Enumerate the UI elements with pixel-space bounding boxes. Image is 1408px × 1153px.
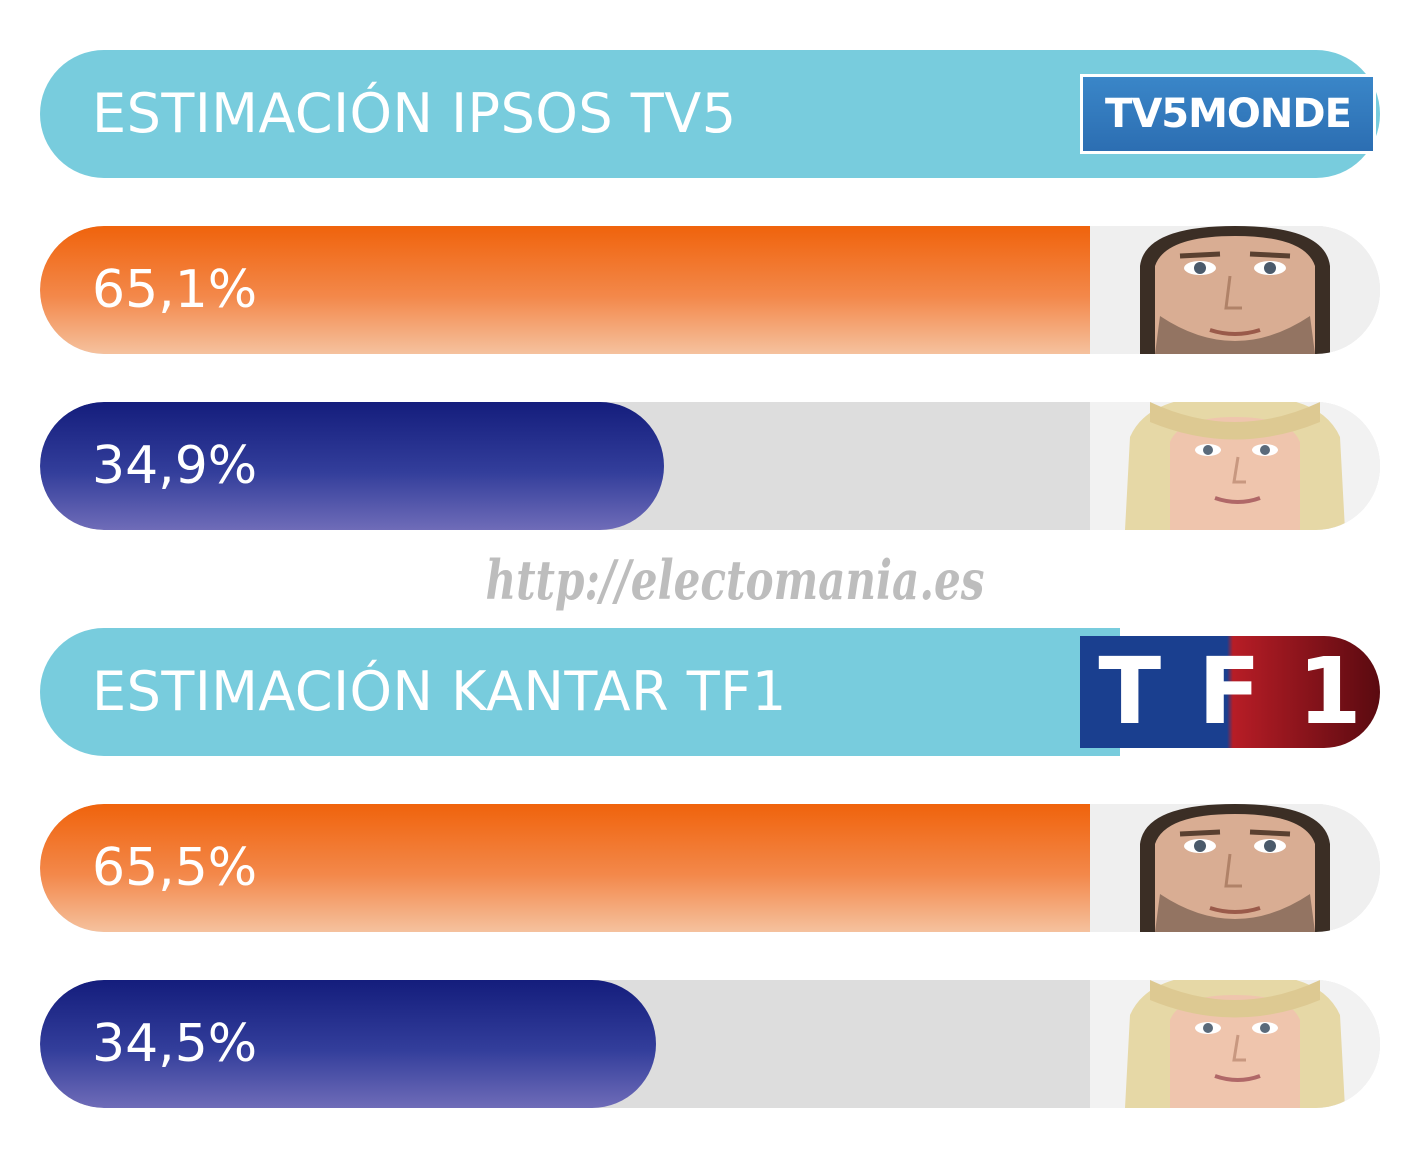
macron-photo-icon [1090, 226, 1380, 354]
bar-lepen-ipsos [40, 402, 664, 530]
watermark-text: http://electomania.es [485, 548, 985, 612]
tf1-logo: T F 1 [1080, 636, 1380, 748]
bar-label-lepen-kantar: 34,5% [92, 1014, 258, 1074]
poll-title-kantar: ESTIMACIÓN KANTAR TF1 [92, 660, 787, 723]
bar-label-macron-ipsos: 65,1% [92, 260, 258, 320]
poll-header-kantar [40, 628, 1120, 756]
poll-title-ipsos: ESTIMACIÓN IPSOS TV5 [92, 82, 737, 145]
tv5monde-logo: TV5MONDE [1080, 74, 1376, 154]
bar-label-macron-kantar: 65,5% [92, 838, 258, 898]
tf1-logo-letter-t: T [1098, 638, 1162, 745]
bar-macron-kantar [40, 804, 1210, 932]
tf1-logo-letter-f: F [1197, 638, 1261, 745]
tf1-logo-letter-1: 1 [1297, 638, 1362, 745]
le-pen-photo-icon [1090, 980, 1380, 1108]
le-pen-photo-icon [1090, 402, 1380, 530]
bar-lepen-kantar [40, 980, 656, 1108]
bar-label-lepen-ipsos: 34,9% [92, 436, 258, 496]
bar-macron-ipsos [40, 226, 1203, 354]
macron-photo-icon [1090, 804, 1380, 932]
